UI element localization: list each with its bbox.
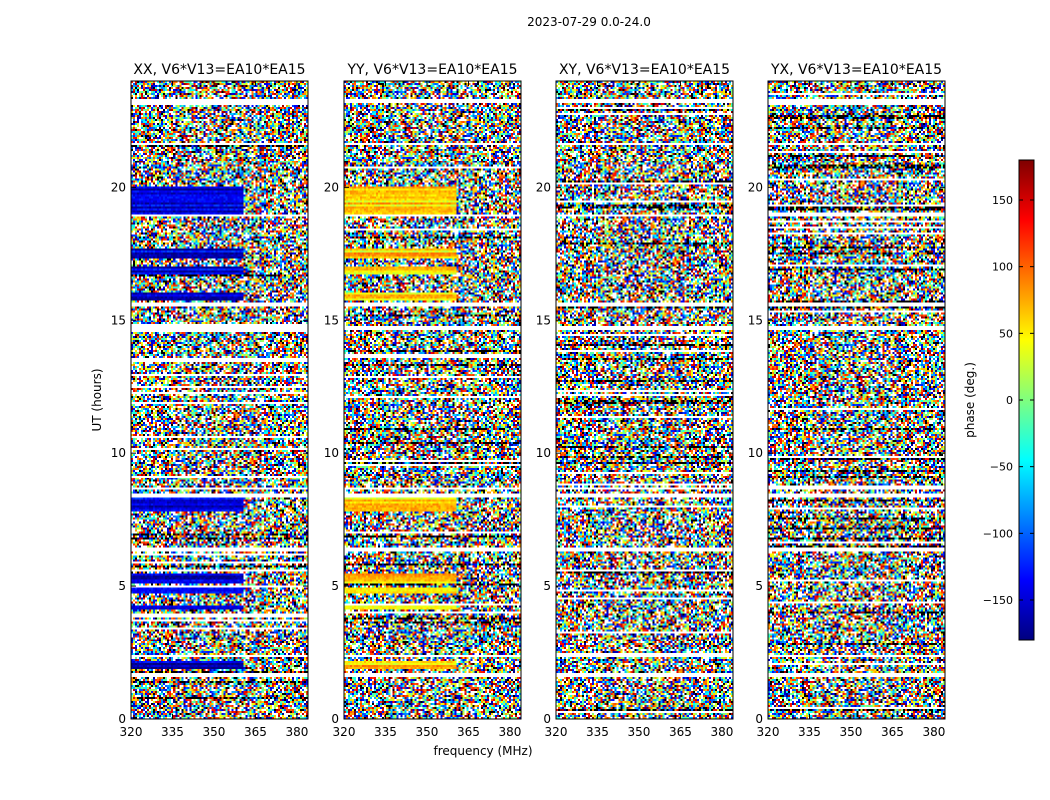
y-tick-label: 10 <box>111 446 126 460</box>
x-tick-label: 335 <box>586 725 609 739</box>
colorbar-tick-label: 150 <box>992 194 1013 207</box>
y-tick-label: 10 <box>324 446 339 460</box>
x-tick-label: 350 <box>203 725 226 739</box>
panel-yy: YY, V6*V13=EA10*EA15 320 335 350 365 380 0 5 10 1… <box>324 62 522 739</box>
colorbar-tick-label: −100 <box>983 527 1013 540</box>
y-tick-label: 20 <box>111 180 126 194</box>
panel-frame <box>555 80 734 720</box>
panel-frame <box>130 80 309 720</box>
colorbar-tick-label: 100 <box>992 261 1013 274</box>
y-tick-label: 0 <box>118 712 126 726</box>
y-tick-label: 10 <box>536 446 551 460</box>
y-tick-label: 15 <box>111 313 126 327</box>
y-tick-label: 0 <box>331 712 339 726</box>
panel-title-xy: XY, V6*V13=EA10*EA15 <box>559 62 730 78</box>
panel-xx: XX, V6*V13=EA10*EA15 320 335 350 365 380 0 5 10 1… <box>111 62 309 739</box>
panel-xy: XY, V6*V13=EA10*EA15 320 335 350 365 380 0 5 10 1… <box>536 62 734 739</box>
y-tick-label: 20 <box>748 180 763 194</box>
y-axis-label: UT (hours) <box>90 368 104 431</box>
y-tick-label: 10 <box>748 446 763 460</box>
colorbar-label: phase (deg.) <box>963 362 977 438</box>
x-tick-label: 320 <box>333 725 356 739</box>
panel-title-yx: YX, V6*V13=EA10*EA15 <box>770 62 942 78</box>
x-tick-label: 320 <box>545 725 568 739</box>
y-tick-label: 20 <box>536 180 551 194</box>
x-tick-label: 350 <box>840 725 863 739</box>
y-tick-label: 5 <box>755 579 763 593</box>
x-tick-label: 365 <box>881 725 904 739</box>
y-tick-label: 5 <box>118 579 126 593</box>
y-tick-label: 5 <box>331 579 339 593</box>
x-tick-label: 365 <box>457 725 480 739</box>
colorbar-tick-label: −50 <box>990 461 1013 474</box>
panel-frame <box>343 80 522 720</box>
x-tick-label: 365 <box>244 725 267 739</box>
phase-heatmap-yx <box>768 81 945 719</box>
panel-frame <box>767 80 946 720</box>
x-tick-label: 335 <box>161 725 184 739</box>
y-tick-label: 15 <box>536 313 551 327</box>
panels-group: XX, V6*V13=EA10*EA15 320 335 350 365 380 0 5 10 1… <box>111 62 946 739</box>
colorbar-tick-label: 50 <box>999 327 1013 340</box>
y-tick-label: 0 <box>543 712 551 726</box>
x-tick-label: 380 <box>285 725 308 739</box>
x-tick-label: 365 <box>669 725 692 739</box>
phase-heatmap-xy <box>556 81 733 719</box>
x-tick-label: 335 <box>374 725 397 739</box>
colorbar-tick-label: 0 <box>1006 394 1013 407</box>
y-tick-label: 15 <box>748 313 763 327</box>
x-axis-label: frequency (MHz) <box>433 744 532 758</box>
x-tick-label: 380 <box>498 725 521 739</box>
phase-heatmap-yy <box>344 81 521 719</box>
x-tick-label: 380 <box>922 725 945 739</box>
colorbar-tick-label: −150 <box>983 594 1013 607</box>
x-tick-label: 350 <box>628 725 651 739</box>
phase-heatmap-xx <box>131 81 308 719</box>
panel-yx: YX, V6*V13=EA10*EA15 320 335 350 365 380 0 5 10 1… <box>748 62 946 739</box>
x-tick-label: 320 <box>120 725 143 739</box>
y-tick-label: 20 <box>324 180 339 194</box>
x-tick-label: 335 <box>798 725 821 739</box>
y-tick-label: 15 <box>324 313 339 327</box>
x-tick-label: 380 <box>710 725 733 739</box>
colorbar: −150 −100 −50 0 50 100 150 <box>983 159 1035 641</box>
x-tick-label: 350 <box>416 725 439 739</box>
figure-title: 2023-07-29 0.0-24.0 <box>527 15 651 29</box>
panel-title-xx: XX, V6*V13=EA10*EA15 <box>133 62 305 78</box>
y-tick-label: 5 <box>543 579 551 593</box>
panel-title-yy: YY, V6*V13=EA10*EA15 <box>346 62 517 78</box>
x-tick-label: 320 <box>757 725 780 739</box>
y-tick-label: 0 <box>755 712 763 726</box>
